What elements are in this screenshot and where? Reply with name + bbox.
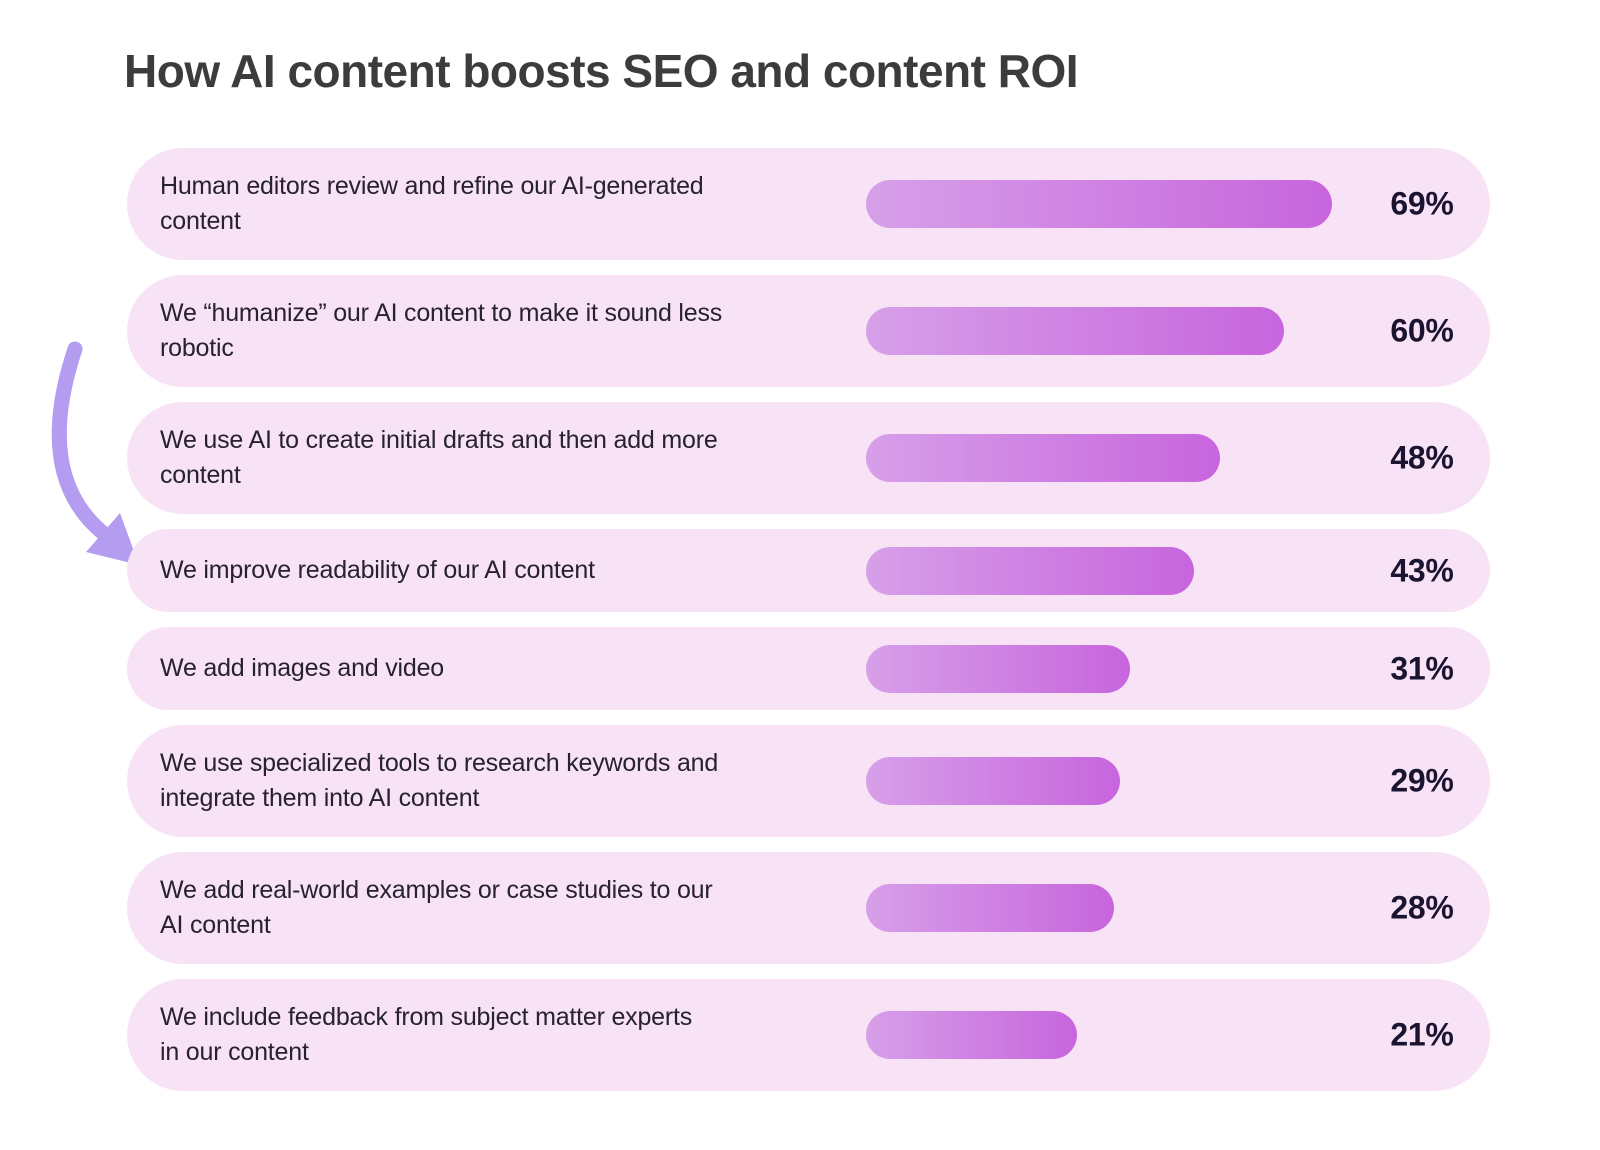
bar-chart: Human editors review and refine our AI-g… [127,148,1490,1091]
arrow-curve-stroke [51,341,111,541]
row-label: We add real-world examples or case studi… [160,876,713,939]
chart-row: We include feedback from subject matter … [127,979,1490,1091]
row-bar [866,1011,1077,1059]
row-value: 28% [1390,889,1454,926]
row-value: 31% [1390,650,1454,686]
row-bar [866,180,1332,228]
row-label: We add images and video [160,654,445,682]
row-value: 60% [1390,312,1454,349]
row-label: We use specialized tools to research key… [160,749,719,812]
row-value: 43% [1390,552,1454,588]
row-value: 21% [1390,1016,1454,1053]
row-label: We include feedback from subject matter … [160,1003,693,1066]
row-value: 48% [1390,439,1454,476]
chart-row: We add images and video 31% [127,627,1490,710]
row-bar [866,546,1194,595]
curved-arrow-annotation [51,341,139,565]
row-bar [866,644,1130,693]
row-label: We improve readability of our AI content [160,556,595,584]
row-bar [866,434,1220,482]
chart-row: We “humanize” our AI content to make it … [127,275,1490,387]
arrow-head [86,513,139,565]
row-label: We “humanize” our AI content to make it … [160,299,723,362]
row-value: 69% [1390,185,1454,222]
row-value: 29% [1390,762,1454,799]
row-bar [866,757,1120,805]
chart-row: We use specialized tools to research key… [127,725,1490,837]
chart-row: Human editors review and refine our AI-g… [127,148,1490,260]
row-label: We use AI to create initial drafts and t… [160,426,718,489]
chart-row: We use AI to create initial drafts and t… [127,402,1490,514]
row-bar [866,884,1114,932]
chart-row: We improve readability of our AI content… [127,529,1490,612]
row-label: Human editors review and refine our AI-g… [160,172,704,235]
chart-title: How AI content boosts SEO and content RO… [124,45,1079,97]
row-bar [866,307,1284,355]
chart-row: We add real-world examples or case studi… [127,852,1490,964]
